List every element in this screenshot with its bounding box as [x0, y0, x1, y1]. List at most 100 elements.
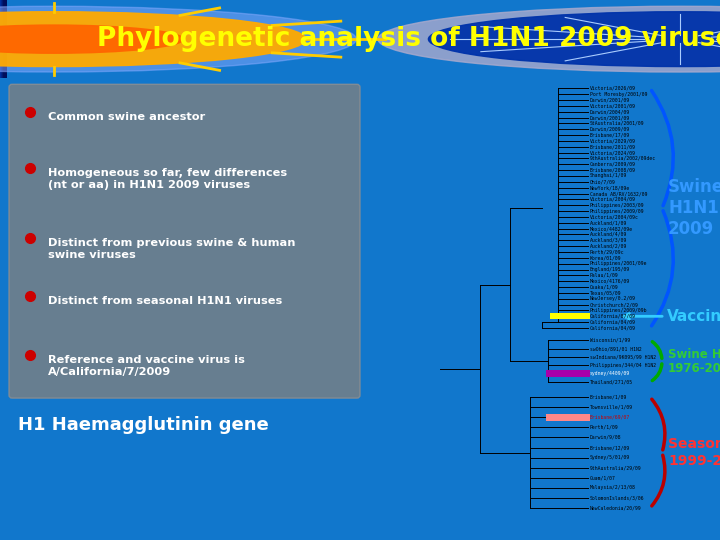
- Bar: [1, 0, 5, 78]
- Bar: [2, 0, 6, 78]
- Bar: [3, 0, 6, 78]
- Text: Victoria/2026/09: Victoria/2026/09: [590, 86, 636, 91]
- Text: Perth/29/09c: Perth/29/09c: [590, 249, 624, 254]
- Text: Darwin/2009/09: Darwin/2009/09: [590, 127, 630, 132]
- Bar: [3, 0, 6, 78]
- Bar: [1, 0, 5, 78]
- Bar: [1, 0, 5, 78]
- Text: Brisbane/12/09: Brisbane/12/09: [590, 445, 630, 450]
- Bar: [4, 0, 7, 78]
- Bar: [4, 0, 7, 78]
- Bar: [1, 0, 5, 78]
- Bar: [1, 0, 5, 78]
- Bar: [4, 0, 7, 78]
- Bar: [2, 0, 6, 78]
- Bar: [4, 0, 7, 78]
- Bar: [1, 0, 5, 78]
- Bar: [0, 0, 4, 78]
- Bar: [1, 0, 4, 78]
- Text: Darwin/2004/09: Darwin/2004/09: [590, 109, 630, 114]
- Text: Auckland/2/09: Auckland/2/09: [590, 244, 627, 248]
- Bar: [1, 0, 4, 78]
- Text: Thailand/271/05: Thailand/271/05: [590, 380, 633, 384]
- Bar: [1, 0, 5, 78]
- Bar: [2, 0, 6, 78]
- Bar: [4, 0, 7, 78]
- Bar: [1, 0, 4, 78]
- Bar: [1, 0, 4, 78]
- Text: Shanghai/1/09: Shanghai/1/09: [590, 173, 627, 179]
- Bar: [2, 0, 6, 78]
- Circle shape: [0, 6, 356, 72]
- Bar: [1, 0, 4, 78]
- Text: Brisbane/1/09: Brisbane/1/09: [590, 395, 627, 400]
- Bar: [1, 0, 4, 78]
- Bar: [1, 0, 4, 78]
- Bar: [3, 0, 6, 78]
- Bar: [4, 0, 7, 78]
- Bar: [1, 0, 5, 78]
- Bar: [1, 0, 4, 78]
- Bar: [1, 0, 5, 78]
- Bar: [0, 0, 4, 78]
- Bar: [0, 0, 4, 78]
- Bar: [2, 0, 6, 78]
- Text: Townsville/1/09: Townsville/1/09: [590, 404, 633, 410]
- Bar: [1, 0, 4, 78]
- Bar: [1, 0, 4, 78]
- Bar: [2, 0, 6, 78]
- Bar: [1, 0, 5, 78]
- Bar: [1, 0, 5, 78]
- Bar: [0, 0, 4, 78]
- Bar: [1, 0, 5, 78]
- Text: 9thAustralia/2002/09dec: 9thAustralia/2002/09dec: [590, 156, 656, 161]
- Bar: [3, 0, 6, 78]
- Bar: [0, 0, 4, 78]
- Bar: [1, 0, 5, 78]
- Bar: [3, 0, 6, 78]
- Text: Canada AB/RV/1632/09: Canada AB/RV/1632/09: [590, 191, 647, 196]
- Bar: [1, 0, 4, 78]
- Text: Distinct from previous swine & human
swine viruses: Distinct from previous swine & human swi…: [48, 238, 295, 260]
- Bar: [1, 0, 4, 78]
- Bar: [3, 0, 6, 78]
- Text: swIndiana/9K095/99 H1N2: swIndiana/9K095/99 H1N2: [590, 354, 656, 360]
- Text: Common swine ancestor: Common swine ancestor: [48, 112, 205, 122]
- Bar: [2, 0, 6, 78]
- Bar: [1, 0, 4, 78]
- Bar: [1, 0, 5, 78]
- Text: SolomonIslands/3/06: SolomonIslands/3/06: [590, 495, 644, 501]
- Bar: [1, 0, 4, 78]
- Bar: [2, 0, 6, 78]
- Bar: [3, 0, 6, 78]
- Bar: [1, 0, 4, 78]
- Text: Mexico/4482/09e: Mexico/4482/09e: [590, 226, 633, 231]
- Bar: [1, 0, 4, 78]
- Bar: [3, 0, 6, 78]
- Text: Distinct from seasonal H1N1 viruses: Distinct from seasonal H1N1 viruses: [48, 296, 282, 306]
- Bar: [4, 0, 7, 78]
- Bar: [3, 0, 6, 78]
- Text: Wisconsin/1/99: Wisconsin/1/99: [590, 338, 630, 342]
- Bar: [2, 0, 6, 78]
- Bar: [1, 0, 4, 78]
- Bar: [1, 0, 4, 78]
- Circle shape: [0, 25, 184, 53]
- Bar: [2, 0, 6, 78]
- Bar: [0, 0, 4, 78]
- Bar: [1, 0, 4, 78]
- Bar: [2, 0, 6, 78]
- Text: Perth/1/09: Perth/1/09: [590, 425, 618, 430]
- Bar: [1, 0, 5, 78]
- Text: NewYork/18/09e: NewYork/18/09e: [590, 185, 630, 190]
- Bar: [4, 0, 7, 78]
- Bar: [546, 370, 590, 377]
- Bar: [1, 0, 5, 78]
- Bar: [0, 0, 4, 78]
- Text: California/07/09: California/07/09: [590, 314, 636, 319]
- Bar: [2, 0, 6, 78]
- Bar: [3, 0, 6, 78]
- Bar: [3, 0, 6, 78]
- Bar: [1, 0, 5, 78]
- Text: Swine
H1N1
2009: Swine H1N1 2009: [668, 178, 720, 238]
